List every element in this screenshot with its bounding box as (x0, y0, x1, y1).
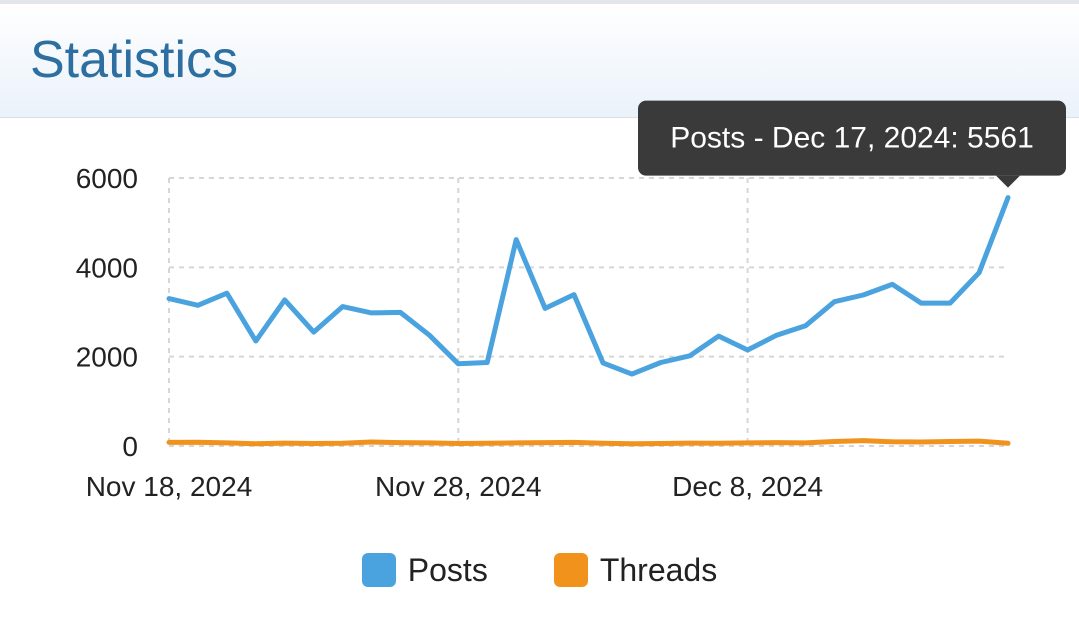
line-chart: 0 2000 4000 6000 Nov 18, 2024 Nov 28, 2024 De… (76, 100, 1066, 502)
legend-label-threads: Threads (599, 551, 718, 588)
legend-label-posts: Posts (407, 551, 488, 588)
grid (168, 177, 1008, 447)
series-line-threads[interactable] (166, 438, 1011, 447)
x-tick-label: Nov 18, 2024 (86, 471, 253, 502)
legend-swatch-threads (553, 553, 588, 587)
y-tick-label: 0 (122, 431, 138, 462)
top-rule (0, 0, 1079, 4)
series-line-posts[interactable] (166, 195, 1011, 377)
tooltip-pointer (996, 175, 1020, 188)
y-axis: 0 2000 4000 6000 (76, 163, 138, 462)
legend-item-threads[interactable]: Threads (553, 551, 718, 589)
tooltip-text: Posts - Dec 17, 2024: 5561 (670, 122, 1034, 155)
legend-swatch-posts (361, 553, 396, 587)
page-title: Statistics (30, 31, 239, 89)
y-tick-label: 6000 (76, 163, 138, 194)
header-bar: Statistics (0, 4, 1079, 118)
x-axis: Nov 18, 2024 Nov 28, 2024 Dec 8, 2024 (86, 471, 823, 502)
y-tick-label: 2000 (76, 342, 138, 373)
y-tick-label: 4000 (76, 252, 138, 283)
tooltip: Posts - Dec 17, 2024: 5561 (638, 100, 1066, 188)
legend-item-posts[interactable]: Posts (361, 551, 488, 589)
x-tick-label: Dec 8, 2024 (672, 471, 823, 502)
x-tick-label: Nov 28, 2024 (375, 471, 542, 502)
legend: Posts Threads (0, 548, 1079, 592)
tooltip-box (638, 100, 1066, 176)
series-lines[interactable] (166, 195, 1011, 447)
